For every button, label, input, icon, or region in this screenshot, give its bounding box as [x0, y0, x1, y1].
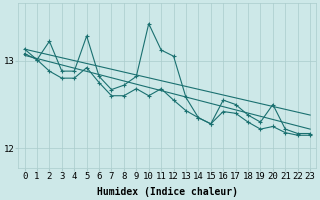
X-axis label: Humidex (Indice chaleur): Humidex (Indice chaleur): [97, 186, 238, 197]
